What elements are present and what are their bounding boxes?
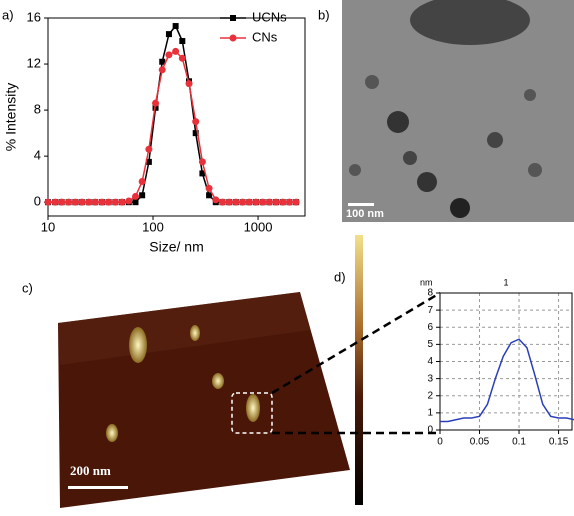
plot-frame <box>48 18 305 216</box>
data-point <box>58 199 65 206</box>
afm-image <box>58 235 440 508</box>
y-tick-label: 4 <box>34 148 41 163</box>
x-tick-label: 0.1 <box>512 437 526 448</box>
y-tick-label: 12 <box>27 55 41 70</box>
data-point <box>273 199 280 206</box>
data-point <box>179 38 185 44</box>
x-tick-label: 100 <box>142 219 164 234</box>
data-point <box>132 193 139 200</box>
data-point <box>112 199 119 206</box>
data-point <box>186 80 193 87</box>
y-tick-label: 5 <box>427 339 433 350</box>
data-point <box>239 199 246 206</box>
data-point <box>293 199 300 206</box>
data-point <box>226 199 233 206</box>
legend-label: UCNs <box>252 9 287 24</box>
figure: 100 nm b) 200 nm c) a)0481216101001000Si… <box>0 0 574 511</box>
data-point <box>92 199 99 206</box>
series-line <box>48 51 296 202</box>
data-point <box>286 199 293 206</box>
y-tick-label: 4 <box>427 356 433 367</box>
y-tick-label: 3 <box>427 373 433 384</box>
data-point <box>206 185 213 192</box>
y-tick-label: 0 <box>34 194 41 209</box>
tem-image <box>342 0 574 222</box>
y-tick-label: 1 <box>427 408 433 419</box>
x-tick-label: 10 <box>41 219 55 234</box>
data-point <box>78 199 85 206</box>
legend-marker <box>230 35 237 42</box>
data-point <box>259 199 266 206</box>
data-point <box>45 199 52 206</box>
panel-label: c) <box>22 280 33 295</box>
data-point <box>165 51 172 58</box>
chart-title: 1 <box>503 277 508 287</box>
y-axis-label: % Intensity <box>3 83 19 151</box>
x-tick-label: 0 <box>437 437 443 448</box>
y-tick-label: 7 <box>427 305 433 316</box>
data-point <box>105 199 112 206</box>
panel-label: a) <box>2 7 14 22</box>
y-tick-label: 0 <box>427 425 433 436</box>
data-point <box>173 23 179 29</box>
data-point <box>65 199 72 206</box>
data-point <box>132 199 138 205</box>
data-point <box>139 178 146 185</box>
data-point <box>192 118 199 125</box>
data-point <box>172 48 179 55</box>
data-point <box>72 199 79 206</box>
series-line <box>440 339 574 421</box>
data-point <box>166 31 172 37</box>
data-point <box>219 199 226 206</box>
scale-bar-label: 100 nm <box>346 208 384 220</box>
y-axis-label: nm <box>420 277 433 287</box>
y-tick-label: 2 <box>427 390 433 401</box>
legend-label: CNs <box>252 29 278 44</box>
legend-marker <box>230 15 236 21</box>
data-point <box>52 199 59 206</box>
x-tick-label: 0.05 <box>470 437 490 448</box>
data-point <box>212 196 219 203</box>
y-tick-label: 8 <box>427 288 433 299</box>
data-point <box>145 146 152 153</box>
data-point <box>99 199 106 206</box>
y-tick-label: 8 <box>34 102 41 117</box>
data-point <box>85 199 92 206</box>
data-point <box>246 199 253 206</box>
y-tick-label: 16 <box>27 9 41 24</box>
x-tick-label: 0.15 <box>549 437 569 448</box>
data-point <box>152 100 159 107</box>
x-tick-label: 1000 <box>244 219 273 234</box>
data-point <box>139 192 145 198</box>
data-point <box>266 199 273 206</box>
data-point <box>199 158 206 165</box>
scale-bar-label: 200 nm <box>70 463 111 478</box>
data-point <box>232 199 239 206</box>
panel-label: b) <box>318 7 330 22</box>
panel-label: d) <box>334 269 346 284</box>
data-point <box>125 198 132 205</box>
data-point <box>252 199 259 206</box>
data-point <box>159 66 166 73</box>
y-tick-label: 6 <box>427 322 433 333</box>
data-point <box>179 55 186 62</box>
data-point <box>279 199 286 206</box>
data-point <box>119 199 126 206</box>
x-axis-label: Size/ nm <box>149 239 203 255</box>
